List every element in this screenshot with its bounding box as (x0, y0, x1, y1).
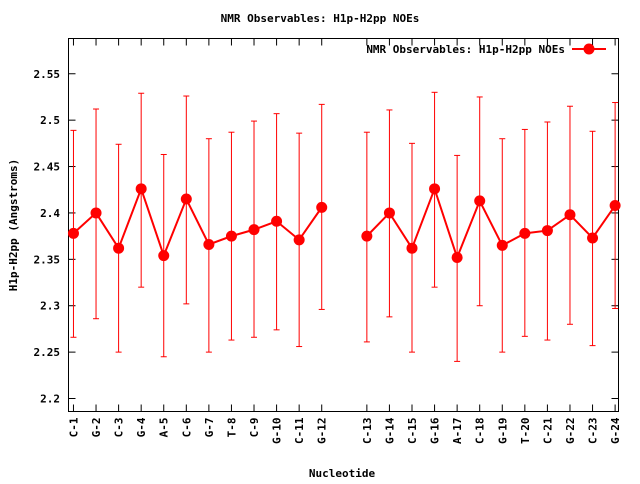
data-point (383, 207, 395, 219)
x-tick-label: G-22 (564, 418, 577, 445)
x-tick-label: C-18 (474, 418, 487, 445)
x-tick-label: C-1 (67, 417, 80, 437)
x-tick-label: T-20 (519, 418, 532, 445)
data-point (316, 201, 328, 213)
y-tick-label: 2.55 (34, 68, 61, 81)
y-tick-label: 2.35 (34, 253, 61, 266)
x-tick-label: G-19 (496, 418, 509, 445)
data-point (519, 227, 531, 239)
data-point (451, 251, 463, 263)
chart-title: NMR Observables: H1p-H2pp NOEs (221, 12, 420, 25)
data-point (474, 195, 486, 207)
y-tick-label: 2.5 (40, 114, 60, 127)
x-tick-label: G-16 (429, 417, 442, 444)
x-tick-label: C-23 (587, 418, 600, 445)
x-tick-label: G-10 (271, 418, 284, 445)
x-tick-label: C-13 (361, 418, 374, 445)
series-line (366, 185, 616, 261)
y-tick-label: 2.25 (34, 346, 61, 359)
data-point (496, 239, 508, 251)
data-point (609, 200, 621, 212)
data-point (248, 224, 260, 236)
data-point (406, 242, 418, 254)
x-tick-label: T-8 (225, 418, 238, 438)
x-tick-label: G-12 (316, 418, 329, 445)
x-tick-label: G-24 (609, 417, 622, 444)
data-point (90, 207, 102, 219)
x-tick-label: C-3 (113, 418, 126, 438)
series-line (72, 185, 323, 259)
x-tick-label: A-5 (158, 418, 171, 438)
data-point (361, 230, 373, 242)
x-tick-label: C-11 (293, 417, 306, 444)
data-point (158, 250, 170, 262)
x-tick-label: C-21 (541, 417, 554, 444)
data-point (564, 209, 576, 221)
y-tick-label: 2.4 (40, 207, 60, 220)
x-tick-label: C-15 (406, 418, 419, 445)
data-point (271, 215, 283, 227)
data-point (67, 227, 79, 239)
data-point (180, 193, 192, 205)
x-tick-label: C-9 (248, 418, 261, 438)
x-tick-label: C-6 (180, 417, 193, 437)
data-point (293, 234, 305, 246)
data-point (135, 183, 147, 195)
legend-marker-swatch (583, 43, 595, 55)
legend-label: NMR Observables: H1p-H2pp NOEs (366, 43, 565, 56)
data-point (429, 183, 441, 195)
y-axis-label: H1p-H2pp (Angstroms) (7, 159, 20, 291)
y-tick-label: 2.2 (40, 393, 60, 406)
data-point (225, 230, 237, 242)
y-tick-label: 2.3 (40, 300, 60, 313)
x-tick-label: G-7 (203, 418, 216, 438)
plot-frame (68, 38, 619, 412)
x-tick-label: A-17 (451, 418, 464, 445)
x-axis-label: Nucleotide (309, 467, 376, 480)
x-tick-label: G-4 (135, 417, 148, 437)
data-point (587, 232, 599, 244)
y-tick-label: 2.45 (34, 161, 61, 174)
data-point (113, 242, 125, 254)
legend: NMR Observables: H1p-H2pp NOEs (366, 43, 606, 56)
x-tick-label: G-14 (383, 417, 396, 444)
data-point (541, 225, 553, 237)
x-tick-label: G-2 (90, 418, 103, 438)
data-point (203, 238, 215, 250)
